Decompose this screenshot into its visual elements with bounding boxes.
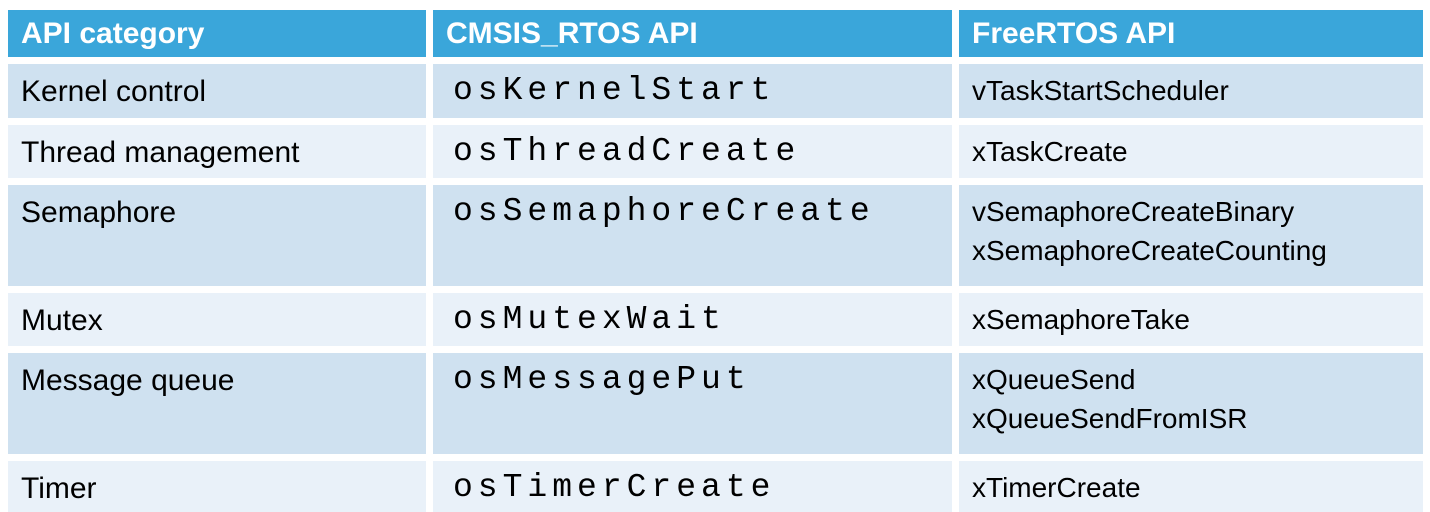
header-cell-freertos-api: FreeRTOS API <box>959 10 1423 57</box>
cell-category: Semaphore <box>8 185 426 286</box>
freertos-api-line: xQueueSendFromISR <box>972 403 1248 434</box>
cell-freertos-api: xTaskCreate <box>959 125 1423 178</box>
cell-category: Timer <box>8 461 426 512</box>
header-cell-api-category: API category <box>8 10 426 57</box>
freertos-api-line: xSemaphoreTake <box>972 304 1190 335</box>
cell-freertos-api: xQueueSend xQueueSendFromISR <box>959 353 1423 454</box>
freertos-api-line: xQueueSend <box>972 364 1136 395</box>
freertos-api-line: xSemaphoreCreateCounting <box>972 235 1327 266</box>
cell-cmsis-api: osSemaphoreCreate <box>433 185 952 286</box>
cell-cmsis-api: osMutexWait <box>433 293 952 346</box>
cell-cmsis-api: osKernelStart <box>433 64 952 118</box>
api-mapping-table: API category CMSIS_RTOS API FreeRTOS API… <box>8 10 1430 512</box>
cell-category: Thread management <box>8 125 426 178</box>
cell-category: Kernel control <box>8 64 426 118</box>
cell-cmsis-api: osMessagePut <box>433 353 952 454</box>
freertos-api-line: vSemaphoreCreateBinary <box>972 196 1295 227</box>
freertos-api-line: xTimerCreate <box>972 472 1141 503</box>
cell-cmsis-api: osTimerCreate <box>433 461 952 512</box>
cell-freertos-api: xTimerCreate <box>959 461 1423 512</box>
cell-freertos-api: xSemaphoreTake <box>959 293 1423 346</box>
cell-freertos-api: vTaskStartScheduler <box>959 64 1423 118</box>
cell-category: Message queue <box>8 353 426 454</box>
freertos-api-line: xTaskCreate <box>972 136 1128 167</box>
cell-freertos-api: vSemaphoreCreateBinary xSemaphoreCreateC… <box>959 185 1423 286</box>
freertos-api-line: vTaskStartScheduler <box>972 75 1229 106</box>
header-cell-cmsis-rtos-api: CMSIS_RTOS API <box>433 10 952 57</box>
cell-category: Mutex <box>8 293 426 346</box>
cell-cmsis-api: osThreadCreate <box>433 125 952 178</box>
